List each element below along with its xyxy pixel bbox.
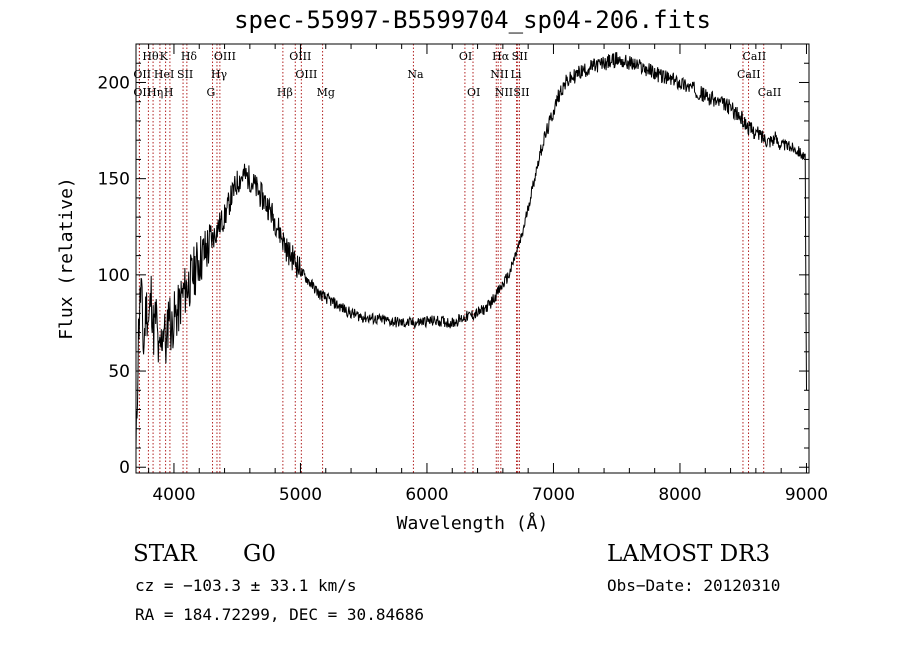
spectral-line-label-8: Hδ	[181, 50, 198, 63]
spectral-line-label-22: SII	[512, 50, 528, 63]
object-subclass: G0	[243, 541, 277, 567]
spectral-line-label-17: OI	[459, 50, 472, 63]
y-tick-label: 150	[98, 170, 130, 190]
spectrum-line-0	[135, 52, 807, 450]
coordinates-readout: RA = 184.72299, DEC = 30.84686	[135, 605, 424, 624]
spectral-line-label-5: K	[160, 50, 169, 63]
spectral-line-label-2: OII	[133, 86, 151, 99]
spectral-line-label-20: NII	[490, 68, 508, 81]
y-tick-label: 50	[108, 362, 130, 382]
spectral-line-label-23: Li	[511, 68, 522, 81]
axes: 4000 5000 6000 7000 8000 9000 0 50 100 150 200 Wave…	[56, 43, 828, 534]
spectral-line-label-13: OIII	[289, 50, 311, 63]
spectrum-series	[135, 52, 807, 450]
x-tick-label: 8000	[658, 485, 701, 505]
spectral-line-label-19: Hα	[492, 50, 510, 63]
spectral-line-label-0: Hθ	[142, 50, 159, 63]
spectral-line-label-14: OIII	[295, 68, 317, 81]
spectral-line-label-21: NII	[495, 86, 513, 99]
x-axis-label: Wavelength (Å)	[397, 512, 549, 534]
y-tick-label: 0	[119, 458, 130, 478]
spectral-line-label-26: CaII	[737, 68, 761, 81]
x-tick-label: 6000	[405, 485, 448, 505]
velocity-readout: cz = −103.3 ± 33.1 km/s	[135, 576, 357, 595]
spectral-line-label-3: Hη	[147, 86, 163, 99]
spectral-line-label-15: Mg	[317, 86, 335, 99]
spectral-line-label-16: Na	[407, 68, 424, 81]
spectral-line-label-4: HeI	[154, 68, 174, 81]
spectral-line-label-24: SII	[513, 86, 529, 99]
object-class: STAR	[133, 541, 197, 567]
spectral-line-label-9: OIII	[214, 50, 236, 63]
spectral-line-label-7: SII	[177, 68, 193, 81]
spectral-line-label-25: CaII	[743, 50, 767, 63]
plot-frame	[135, 43, 810, 474]
chart-title: spec-55997-B5599704_sp04-206.fits	[234, 6, 711, 34]
spectral-line-label-11: G	[207, 86, 216, 99]
spectral-line-label-27: CaII	[758, 86, 782, 99]
x-tick-label: 4000	[152, 485, 195, 505]
observation-date: Obs−Date: 20120310	[607, 576, 781, 595]
y-tick-label: 100	[98, 266, 130, 286]
x-tick-label: 9000	[785, 485, 828, 505]
spectral-line-label-6: H	[164, 86, 174, 99]
x-tick-label: 5000	[279, 485, 322, 505]
survey-name: LAMOST DR3	[607, 541, 771, 567]
x-tick-label: 7000	[532, 485, 575, 505]
spectral-line-label-10: Hγ	[211, 68, 228, 81]
spectral-line-markers	[138, 44, 765, 473]
spectral-line-label-1: OII	[133, 68, 151, 81]
spectral-line-label-18: OI	[467, 86, 480, 99]
spectral-line-label-12: Hβ	[277, 86, 293, 99]
y-axis-label: Flux (relative)	[56, 177, 77, 340]
y-tick-label: 200	[98, 73, 130, 93]
